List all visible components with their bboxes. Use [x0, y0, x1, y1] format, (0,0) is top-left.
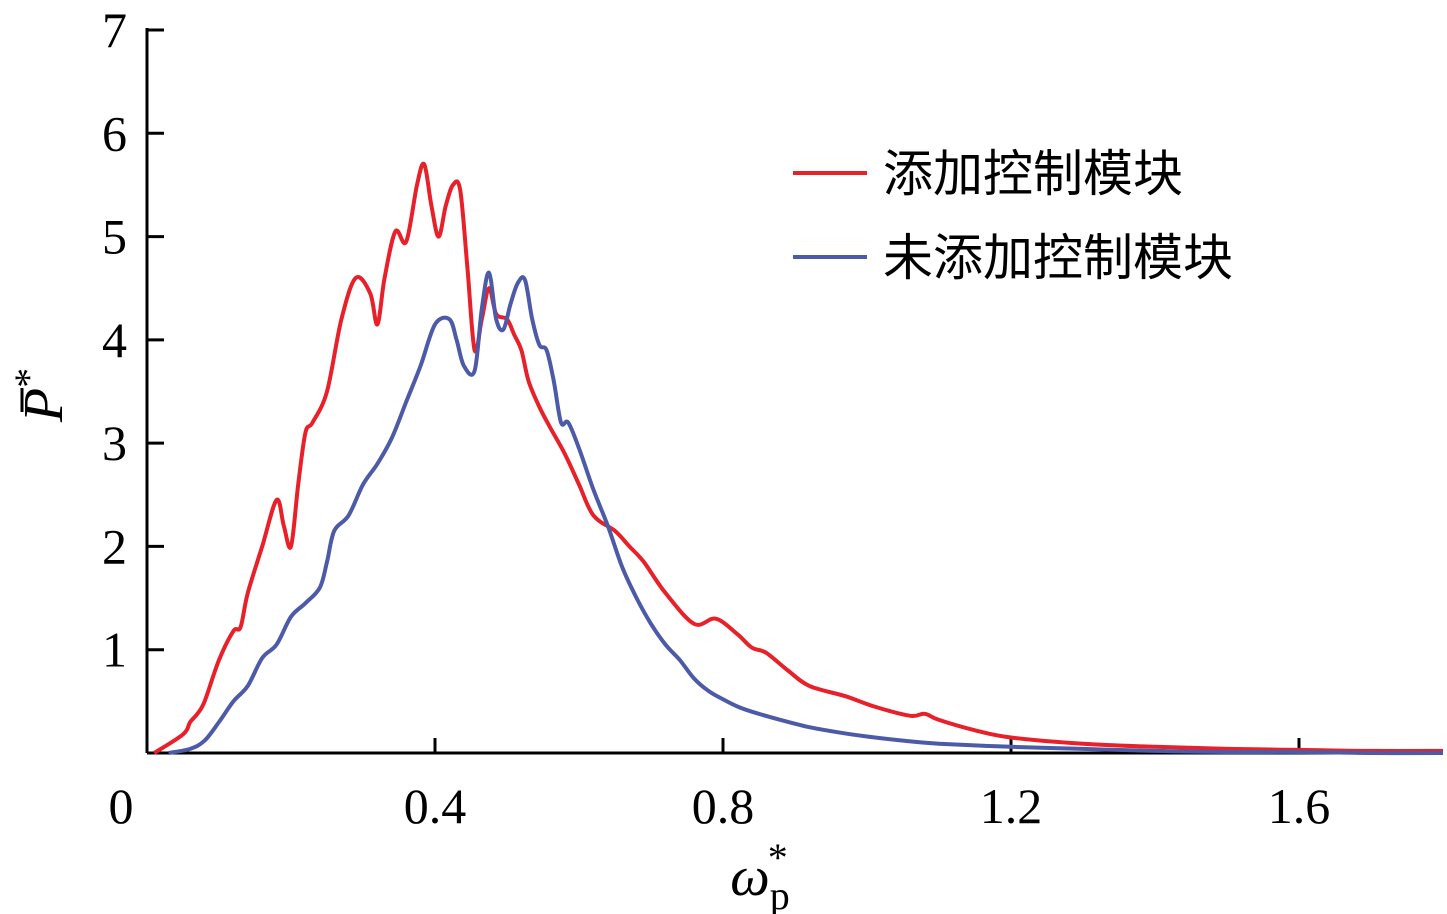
x-tick-label: 0.4 — [404, 778, 467, 834]
y-axis-label: P* — [6, 368, 75, 423]
ticks: 0 0.4 0.8 1.2 1.6 1 2 3 4 5 6 7 — [102, 2, 1330, 834]
series-group — [153, 161, 1444, 756]
x-tick-label: 1.6 — [1268, 778, 1331, 834]
axis-labels: ωp* P* — [6, 368, 790, 914]
x-axis-label: ωp* — [730, 835, 790, 914]
x-tick-label: 0.8 — [692, 778, 755, 834]
x-tick-label: 1.2 — [980, 778, 1043, 834]
legend-label-2: 未添加控制模块 — [883, 229, 1233, 287]
y-tick-label: 7 — [102, 2, 127, 58]
y-tick-label: 4 — [102, 312, 127, 368]
x-tick-label: 0 — [109, 778, 134, 834]
legend-label-1: 添加控制模块 — [883, 145, 1183, 203]
y-tick-label: 2 — [102, 518, 127, 574]
series-line-2 — [168, 270, 1444, 756]
y-tick-label: 1 — [102, 622, 127, 678]
series-line-1 — [153, 161, 1444, 755]
axes — [145, 28, 1443, 755]
y-tick-label: 5 — [102, 209, 127, 265]
y-tick-label: 3 — [102, 415, 127, 471]
y-tick-label: 6 — [102, 105, 127, 161]
